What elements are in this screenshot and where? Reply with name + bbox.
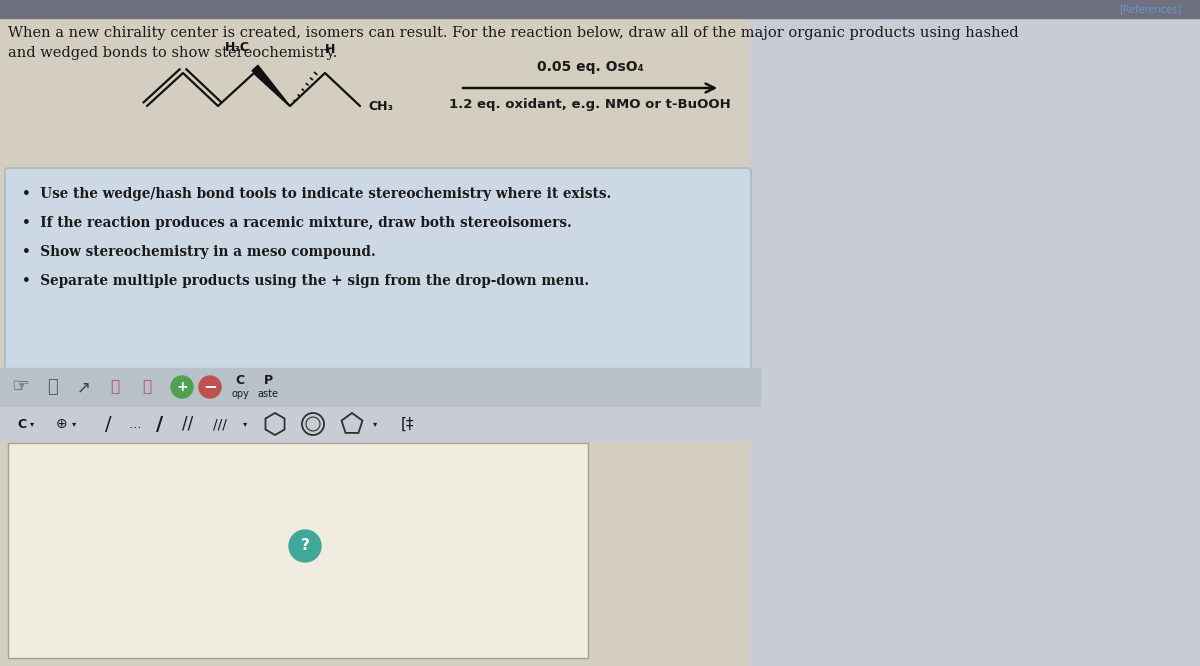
Text: [‡: [‡ — [401, 416, 415, 432]
Text: /: / — [104, 414, 112, 434]
Text: 〜: 〜 — [110, 380, 120, 394]
Text: 1.2 eq. oxidant, e.g. NMO or t-BuOOH: 1.2 eq. oxidant, e.g. NMO or t-BuOOH — [449, 98, 731, 111]
Text: ▾: ▾ — [72, 420, 77, 428]
Text: C: C — [235, 374, 245, 388]
FancyBboxPatch shape — [5, 168, 751, 389]
Text: −: − — [203, 377, 217, 395]
Text: ▾: ▾ — [242, 420, 247, 428]
Text: H₃C: H₃C — [226, 41, 250, 54]
Circle shape — [289, 530, 322, 562]
Circle shape — [199, 376, 221, 398]
Text: aste: aste — [258, 389, 278, 399]
Text: ↗: ↗ — [77, 378, 91, 396]
Text: •  If the reaction produces a racemic mixture, draw both stereoisomers.: • If the reaction produces a racemic mix… — [22, 216, 571, 230]
Bar — [750, 0, 1200, 666]
Text: ☞: ☞ — [11, 378, 29, 396]
Bar — [0, 368, 760, 406]
Text: +: + — [176, 380, 188, 394]
Polygon shape — [252, 65, 290, 106]
Text: H: H — [325, 43, 335, 56]
Circle shape — [172, 376, 193, 398]
Text: [References]: [References] — [1118, 4, 1181, 14]
Text: …: … — [128, 418, 142, 430]
Text: ⊕: ⊕ — [56, 417, 68, 431]
Text: ▾: ▾ — [373, 420, 377, 428]
Text: When a new chirality center is created, isomers can result. For the reaction bel: When a new chirality center is created, … — [8, 26, 1019, 40]
Bar — [0, 407, 760, 441]
Bar — [0, 0, 1200, 18]
Text: opy: opy — [232, 389, 248, 399]
Text: ▾: ▾ — [30, 420, 35, 428]
Text: C: C — [18, 418, 26, 430]
Text: •  Separate multiple products using the + sign from the drop-down menu.: • Separate multiple products using the +… — [22, 274, 589, 288]
Text: 0.05 eq. OsO₄: 0.05 eq. OsO₄ — [536, 60, 643, 74]
Text: /: / — [156, 414, 163, 434]
Text: P: P — [264, 374, 272, 388]
Text: CH₃: CH₃ — [368, 99, 394, 113]
Text: //: // — [182, 415, 193, 433]
Text: ///: /// — [214, 417, 227, 431]
Text: and wedged bonds to show stereochemistry.: and wedged bonds to show stereochemistry… — [8, 46, 337, 60]
Text: 〜: 〜 — [143, 380, 151, 394]
Text: ⬜: ⬜ — [47, 378, 58, 396]
Text: •  Show stereochemistry in a meso compound.: • Show stereochemistry in a meso compoun… — [22, 245, 376, 259]
Text: ?: ? — [300, 539, 310, 553]
Bar — [8, 443, 588, 658]
Text: •  Use the wedge/hash bond tools to indicate stereochemistry where it exists.: • Use the wedge/hash bond tools to indic… — [22, 187, 611, 201]
